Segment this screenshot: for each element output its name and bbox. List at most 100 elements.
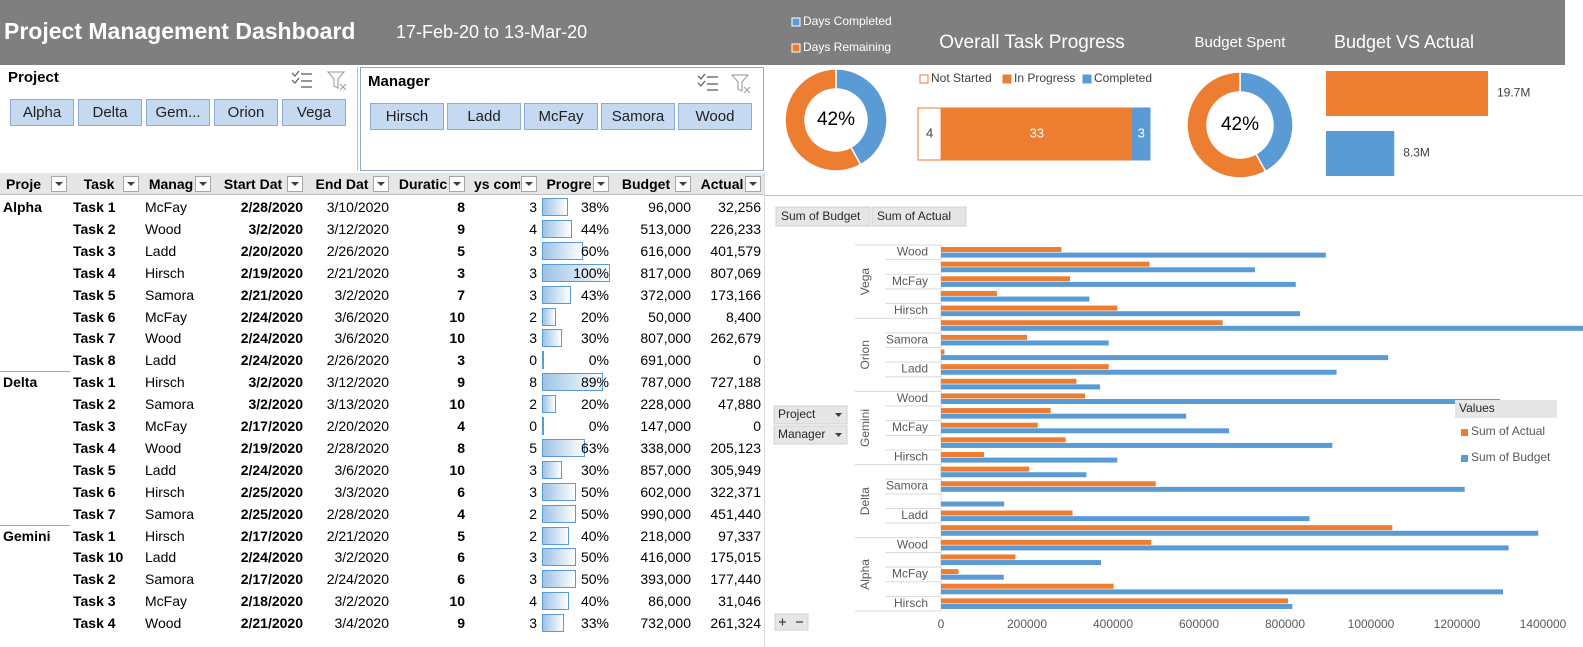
- donut-segment: [1186, 71, 1267, 179]
- row-field-button[interactable]: Manager: [773, 425, 848, 445]
- table-cell: 2: [529, 505, 537, 522]
- table-cell: 50%: [580, 483, 609, 500]
- progress-bar: [542, 395, 556, 414]
- filter-dropdown[interactable]: [745, 176, 761, 192]
- table-cell: Wood: [145, 439, 182, 456]
- table-cell: 50%: [580, 505, 609, 522]
- filter-dropdown[interactable]: [51, 176, 67, 192]
- table-cell: Task 4: [73, 615, 116, 632]
- dropdown-arrow: [597, 182, 605, 186]
- slicer-button[interactable]: Delta: [78, 99, 142, 126]
- table-cell: 3: [529, 330, 537, 347]
- table-cell: 2/18/2020: [240, 593, 303, 610]
- legend-label: Not Started: [931, 71, 992, 85]
- expand-collapse-buttons[interactable]: [774, 613, 809, 631]
- category-label: McFay: [892, 567, 928, 581]
- bar: [941, 516, 1310, 522]
- field-button[interactable]: Sum of Actual: [871, 206, 967, 227]
- table-cell: Task 4: [73, 439, 116, 456]
- column-header: Task: [83, 176, 115, 192]
- field-button[interactable]: Sum of Budget: [775, 206, 871, 227]
- table-cell: 2/26/2020: [326, 242, 389, 259]
- progress-bar: [542, 373, 603, 392]
- category-label: Hirsch: [894, 596, 928, 610]
- legend-label: Sum of Actual: [1471, 424, 1545, 438]
- bar: [941, 437, 1066, 443]
- table-cell: 9: [457, 374, 465, 391]
- bar: [941, 305, 1118, 311]
- slicer-button[interactable]: Orion: [214, 99, 278, 126]
- row-field-button[interactable]: Project: [773, 405, 848, 425]
- category-label: Wood: [897, 244, 928, 258]
- bar: [941, 545, 1509, 551]
- slicer-button[interactable]: Hirsch: [370, 103, 444, 130]
- table-cell: 338,000: [640, 439, 691, 456]
- filter-icon: [326, 71, 347, 91]
- project-cell: Gemini: [3, 527, 51, 544]
- dropdown-arrow: [377, 182, 385, 186]
- slicer-button[interactable]: Samora: [601, 103, 675, 130]
- table-cell: 9: [457, 615, 465, 632]
- table-cell: 3: [529, 461, 537, 478]
- table-cell: Task 10: [73, 549, 124, 566]
- bar: [941, 276, 1070, 282]
- table-cell: 100%: [573, 264, 609, 281]
- table-cell: 416,000: [640, 549, 691, 566]
- filter-dropdown[interactable]: [593, 176, 609, 192]
- column-header: End Dat: [315, 176, 369, 192]
- table-cell: 3: [529, 286, 537, 303]
- filter-dropdown[interactable]: [675, 176, 691, 192]
- table-cell: 226,233: [710, 220, 761, 237]
- x-tick-label: 1000000: [1348, 617, 1395, 631]
- filter-dropdown[interactable]: [521, 176, 537, 192]
- table-cell: 787,000: [640, 374, 691, 391]
- column-header: Start Dat: [223, 176, 283, 192]
- table-cell: Hirsch: [145, 483, 185, 500]
- field-button-label: Sum of Actual: [877, 209, 951, 223]
- filter-dropdown[interactable]: [373, 176, 389, 192]
- legend-label: Completed: [1094, 71, 1152, 85]
- table-cell: Task 2: [73, 571, 116, 588]
- table-cell: Ladd: [145, 242, 177, 259]
- bar: [941, 384, 1101, 390]
- slicer-button[interactable]: Ladd: [447, 103, 521, 130]
- table-cell: 10: [449, 593, 465, 610]
- table-cell: Wood: [145, 615, 182, 632]
- table-cell: 3/2/2020: [334, 286, 390, 303]
- filter-dropdown[interactable]: [123, 176, 139, 192]
- bar: [941, 428, 1230, 434]
- table-cell: 6: [457, 483, 465, 500]
- table-cell: Hirsch: [145, 264, 185, 281]
- table-cell: 10: [449, 461, 465, 478]
- donut-segment: [835, 68, 888, 166]
- slicer-button[interactable]: Gem...: [146, 99, 210, 126]
- table-cell: 857,000: [640, 461, 691, 478]
- slicer-button[interactable]: Wood: [678, 103, 752, 130]
- table-cell: 602,000: [640, 483, 691, 500]
- table-cell: 0: [753, 352, 761, 369]
- column-header: Progre: [546, 176, 592, 192]
- bar: [941, 378, 1077, 384]
- dropdown-arrow: [835, 413, 842, 417]
- slicer-button[interactable]: Alpha: [10, 99, 74, 126]
- project-cell: Alpha: [3, 199, 42, 215]
- table-cell: 3/2/2020: [334, 593, 390, 610]
- table-cell: Task 7: [73, 505, 116, 522]
- table-cell: 616,000: [640, 242, 691, 259]
- slicer-button[interactable]: McFay: [524, 103, 598, 130]
- filter-dropdown[interactable]: [195, 176, 211, 192]
- table-cell: 40%: [580, 593, 609, 610]
- group-label: Gemini: [858, 409, 872, 447]
- table-cell: 96,000: [648, 199, 691, 215]
- table-cell: 10: [449, 308, 465, 325]
- x-tick-label: 200000: [1007, 617, 1047, 631]
- table-cell: 0: [529, 418, 537, 434]
- table-cell: 2/28/2020: [326, 439, 389, 456]
- slicer-button[interactable]: Vega: [282, 99, 346, 126]
- table-cell: Task 8: [73, 352, 116, 369]
- filter-dropdown[interactable]: [449, 176, 465, 192]
- filter-dropdown[interactable]: [287, 176, 303, 192]
- column-header: Duratic: [398, 176, 448, 192]
- table-cell: 732,000: [640, 615, 691, 632]
- slicer-panel: [0, 67, 358, 171]
